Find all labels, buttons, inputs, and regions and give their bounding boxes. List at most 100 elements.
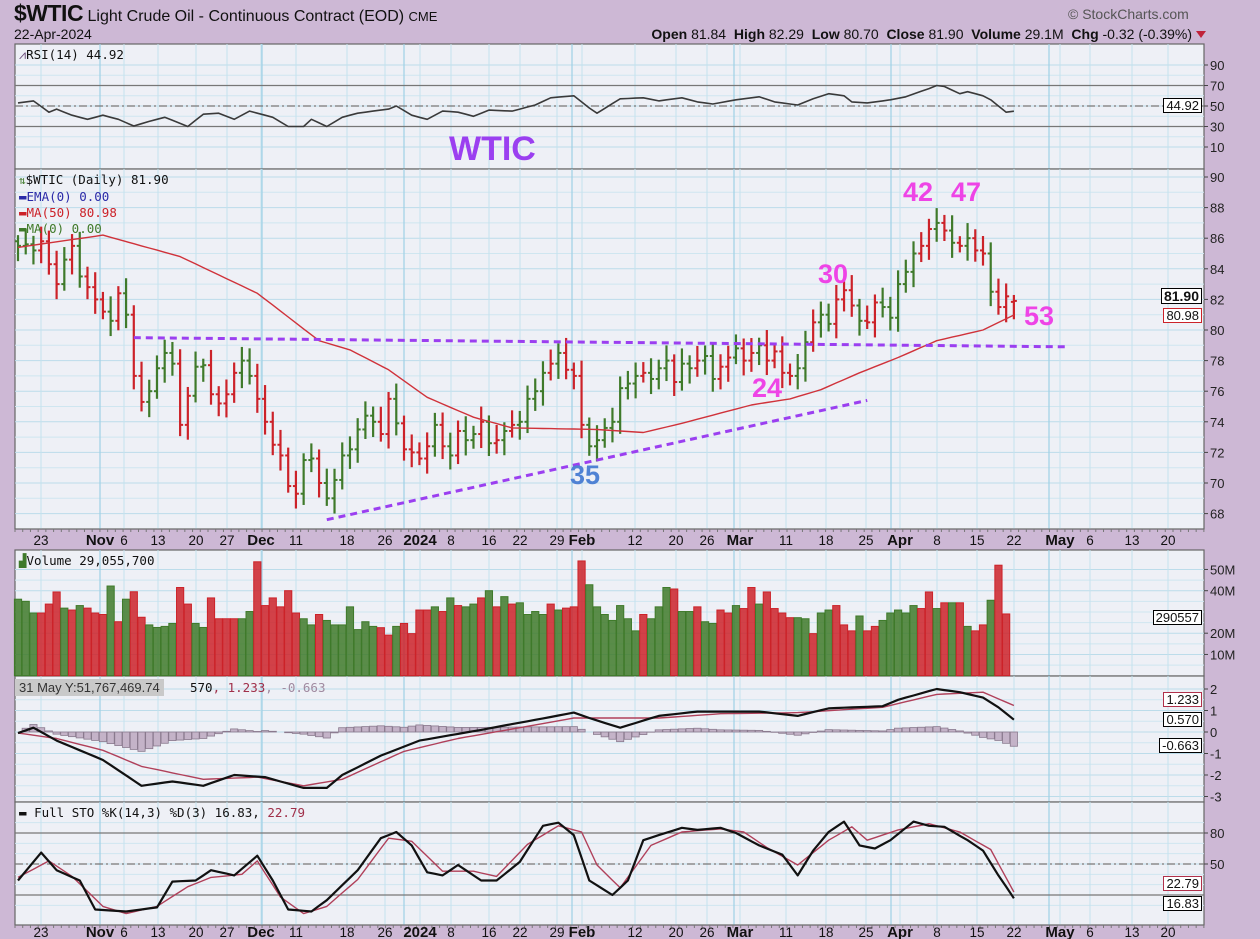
volume-bar: [538, 614, 548, 677]
volume-bar: [886, 612, 895, 677]
date-axis-label: 11: [779, 925, 793, 939]
macd-histogram-bar: [407, 725, 416, 733]
volume-bar: [863, 630, 872, 677]
price-bar: [300, 453, 307, 505]
axis-tick-label: -3: [1210, 790, 1222, 805]
quote-bar: Open 81.84 High 82.29 Low 80.70 Close 81…: [651, 26, 1192, 42]
macd-histogram-bar: [739, 729, 748, 733]
volume-bar: [160, 625, 169, 677]
volume-bar: [469, 603, 478, 677]
volume-bar: [137, 616, 146, 677]
macd-histogram-bar: [554, 726, 563, 733]
date-axis-label: 2024: [403, 532, 437, 549]
price-bar: [269, 411, 276, 456]
volume-bar: [639, 614, 648, 677]
macd-histogram-bar: [345, 726, 354, 733]
volume-bar: [446, 597, 455, 677]
volume-bar: [253, 561, 262, 677]
price-bar: [871, 294, 878, 338]
price-bar: [609, 407, 616, 443]
price-bar: [385, 391, 392, 449]
date-axis-label: 29: [549, 533, 564, 548]
price-bar: [617, 376, 624, 434]
price-bar: [555, 343, 562, 379]
price-bar: [678, 348, 685, 391]
price-bar: [848, 275, 855, 317]
price-bar: [38, 226, 45, 264]
price-bar: [725, 345, 732, 382]
price-bar: [238, 346, 245, 389]
annotation-30: 30: [818, 259, 849, 289]
price-bar: [76, 231, 83, 288]
price-bar: [455, 420, 462, 465]
price-bar: [53, 250, 60, 300]
macd-histogram-bar: [631, 731, 640, 738]
price-bar: [956, 236, 963, 253]
date-axis-label: 13: [150, 533, 165, 548]
volume-bar: [770, 608, 779, 677]
macd-histogram-bar: [940, 727, 949, 733]
ma50-line-icon: ▬: [19, 205, 27, 220]
price-bar: [570, 362, 577, 390]
macd-histogram-bar: [924, 726, 933, 733]
macd-histogram-bar: [654, 729, 663, 733]
price-bar: [663, 345, 670, 382]
volume-bar: [716, 609, 725, 677]
volume-bar: [646, 618, 656, 677]
high-value: 82.29: [768, 26, 804, 42]
macd-histogram-bar: [531, 726, 540, 733]
volume-bar: [755, 603, 764, 677]
volume-bar: [685, 611, 694, 677]
date-axis-label: 13: [1124, 533, 1139, 548]
price-bar: [308, 443, 315, 473]
price-bar: [138, 361, 145, 412]
date-axis-label: 23: [33, 925, 48, 939]
macd-histogram-bar: [454, 727, 463, 733]
volume-bar: [230, 618, 239, 677]
price-bar: [231, 362, 238, 403]
volume-value-tag: 290557: [1152, 610, 1202, 625]
volume-bar: [21, 600, 30, 677]
price-bar: [895, 270, 902, 332]
price-bar: [107, 296, 114, 337]
macd-signal-tag: 1.233: [1163, 692, 1202, 707]
sto-legend: ▬ Full STO %K(14,3) %D(3) 16.83, 22.79: [19, 805, 305, 820]
price-bar: [578, 360, 585, 439]
price-bar: [15, 235, 21, 262]
chart-title: $WTIC Light Crude Oil - Continuous Contr…: [14, 2, 437, 28]
price-bar: [161, 339, 168, 383]
price-bar: [370, 406, 377, 438]
macd-histogram-bar: [423, 725, 432, 733]
price-bar: [177, 349, 184, 437]
date-axis-label: May: [1045, 924, 1075, 939]
date-axis-label: 22: [512, 533, 527, 548]
macd-histogram-bar: [68, 731, 77, 738]
annotation-42: 42: [903, 177, 934, 207]
macd-histogram-bar: [206, 731, 215, 737]
annotation-24: 24: [752, 373, 783, 403]
macd-histogram-bar: [75, 731, 84, 739]
volume-bar: [484, 590, 494, 677]
price-bar: [30, 235, 37, 265]
price-bar: [879, 287, 886, 318]
price-bar: [686, 355, 693, 384]
date-axis-label: 18: [818, 533, 833, 548]
axis-tick-label: 50: [1210, 857, 1224, 872]
macd-histogram-bar: [762, 730, 771, 733]
volume-bar: [338, 624, 347, 677]
volume-bar: [52, 591, 61, 677]
symbol: $WTIC: [14, 0, 84, 26]
date-axis-label: 15: [969, 925, 984, 939]
macd-histogram-bar: [60, 731, 69, 736]
price-bar: [933, 208, 940, 242]
price-bar: [987, 242, 994, 307]
date-axis-label: Nov: [86, 532, 115, 549]
date-axis-label: Feb: [569, 532, 596, 549]
volume-bar: [562, 607, 571, 677]
date-axis-label: 2024: [403, 924, 437, 939]
volume-bar: [616, 605, 625, 677]
price-bar: [153, 355, 160, 399]
macd-histogram-bar: [114, 731, 123, 746]
price-bar: [632, 362, 639, 399]
volume-bar: [500, 596, 509, 677]
